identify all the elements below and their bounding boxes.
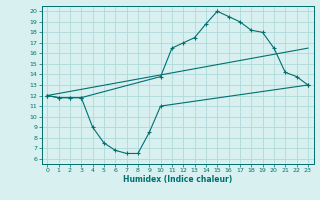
X-axis label: Humidex (Indice chaleur): Humidex (Indice chaleur) — [123, 175, 232, 184]
